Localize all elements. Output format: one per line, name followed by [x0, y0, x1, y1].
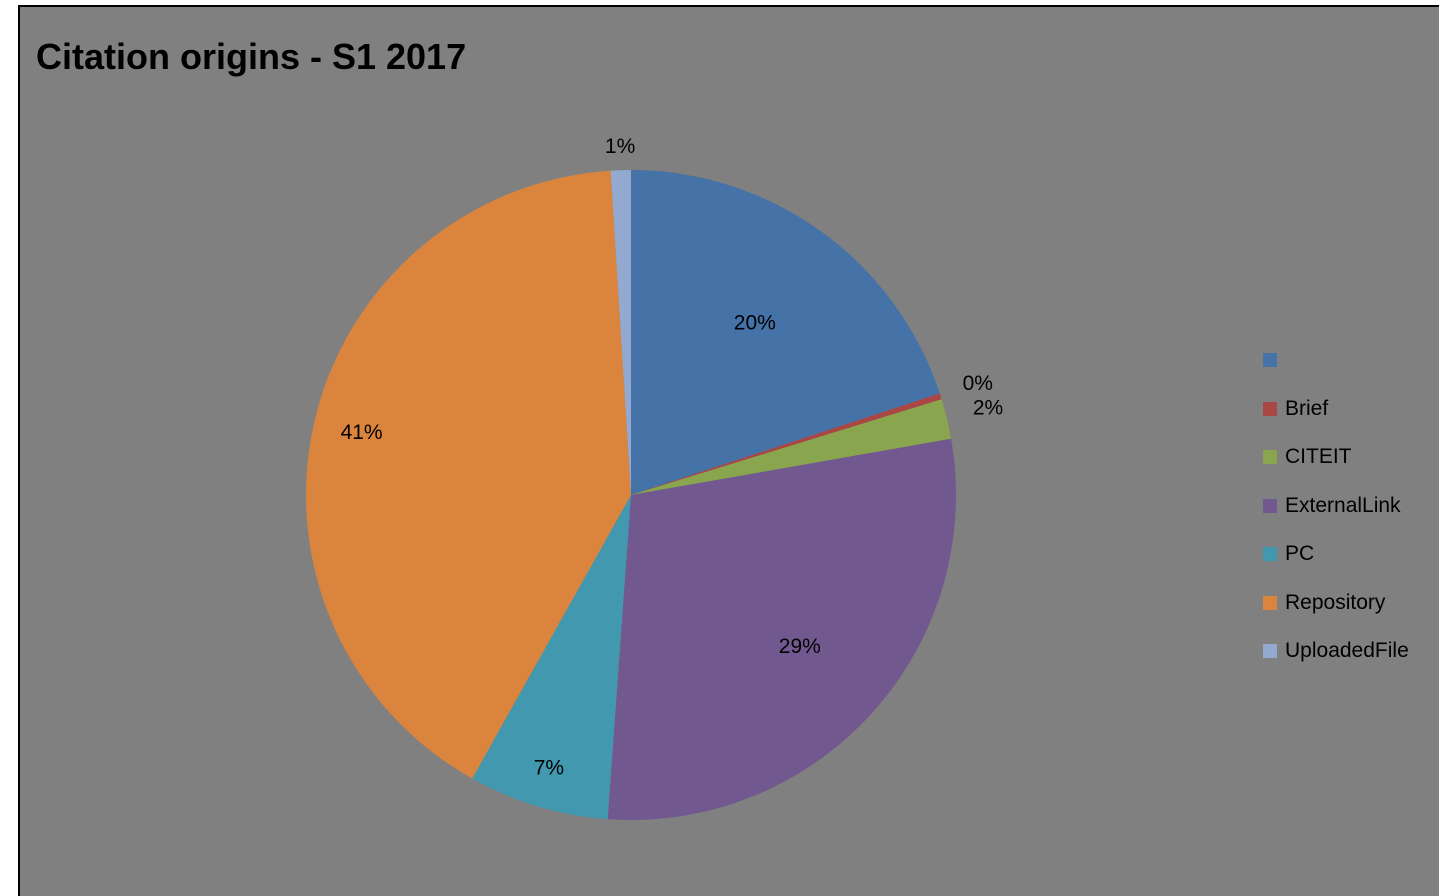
data-label-externallink: 29% — [779, 635, 821, 658]
pie-slice-uploadedfile — [610, 170, 631, 495]
legend-item-pc: PC — [1263, 530, 1409, 579]
legend-swatch — [1263, 644, 1277, 659]
legend-label: Repository — [1285, 590, 1386, 614]
pie-slice-citeit — [631, 399, 952, 495]
legend-item-unnamed — [1263, 336, 1409, 385]
legend-item-brief: Brief — [1263, 385, 1409, 434]
legend-label: Brief — [1285, 396, 1329, 420]
data-label-uploadedfile: 1% — [605, 135, 635, 158]
legend-label: PC — [1285, 542, 1315, 566]
legend-swatch — [1263, 547, 1277, 562]
legend-item-citeit: CITEIT — [1263, 433, 1409, 482]
legend-swatch — [1263, 595, 1277, 610]
data-label-brief: 0% — [963, 372, 993, 395]
chart-title: Citation origins - S1 2017 — [36, 36, 467, 77]
data-label-repository: 41% — [341, 421, 383, 444]
data-label-pc: 7% — [534, 757, 564, 780]
pie-slice-repository — [306, 170, 631, 779]
legend: Brief CITEIT ExternalLink PC Repository Uploa… — [1263, 336, 1409, 676]
legend-label: CITEIT — [1285, 445, 1352, 469]
pie-slice-brief — [631, 393, 942, 495]
legend-label: UploadedFile — [1285, 639, 1409, 663]
legend-item-repository: Repository — [1263, 579, 1409, 628]
legend-item-uploadedfile: UploadedFile — [1263, 627, 1409, 676]
legend-item-externallink: ExternalLink — [1263, 482, 1409, 531]
pie-slice-unnamed — [631, 170, 940, 495]
legend-swatch — [1263, 450, 1277, 465]
pie-slice-pc — [472, 495, 631, 820]
legend-swatch — [1263, 401, 1277, 416]
pie-slice-externallink — [607, 438, 956, 821]
data-label-unnamed: 20% — [734, 311, 776, 334]
legend-swatch — [1263, 498, 1277, 513]
data-label-citeit: 2% — [973, 397, 1003, 420]
legend-label: ExternalLink — [1285, 493, 1401, 517]
legend-swatch — [1263, 353, 1277, 368]
